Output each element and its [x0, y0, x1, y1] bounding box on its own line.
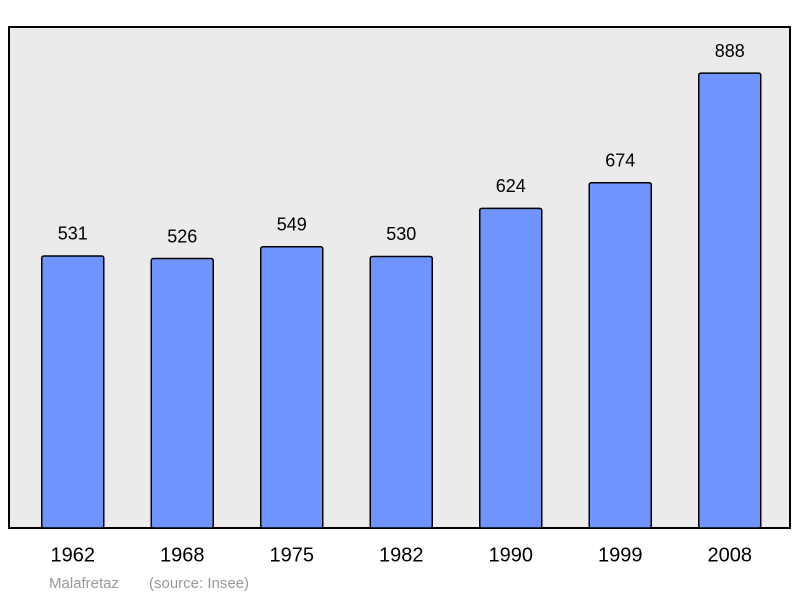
value-label: 526	[167, 226, 197, 246]
value-label: 624	[496, 176, 526, 196]
x-tick-label: 2008	[708, 544, 753, 566]
value-label: 674	[605, 150, 635, 170]
bar	[369, 255, 433, 529]
bar	[588, 181, 652, 529]
value-label: 531	[58, 224, 88, 244]
source-note: (source: Insee)	[149, 575, 249, 592]
x-tick-label: 1990	[489, 544, 534, 566]
bar	[150, 257, 214, 529]
value-label: 888	[715, 41, 745, 61]
bar	[479, 207, 543, 529]
bar	[41, 255, 105, 529]
x-tick-label: 1999	[598, 544, 643, 566]
bar	[698, 72, 762, 529]
x-tick-label: 1968	[160, 544, 205, 566]
value-label: 530	[386, 224, 416, 244]
place-name: Malafretaz	[49, 575, 119, 592]
x-tick-label: 1962	[51, 544, 96, 566]
bar	[260, 246, 324, 529]
value-label: 549	[277, 215, 307, 235]
x-tick-label: 1982	[379, 544, 424, 566]
x-tick-label: 1975	[270, 544, 315, 566]
